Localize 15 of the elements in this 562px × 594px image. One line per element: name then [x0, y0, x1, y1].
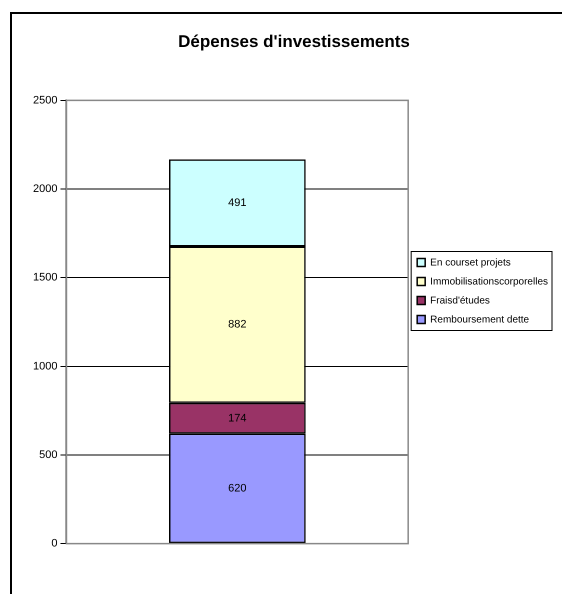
- y-tick-label: 2000: [32, 183, 58, 196]
- y-tick-label: 1500: [32, 272, 58, 284]
- data-label: 491: [228, 196, 247, 209]
- legend-label: Remboursement dette: [430, 314, 530, 326]
- legend-label: En courset projets: [430, 257, 511, 268]
- chart-title: Dépenses d'investissements: [178, 32, 410, 51]
- legend-label: Fraisd'études: [430, 295, 490, 306]
- legend-label: Immobilisationscorporelles: [430, 276, 548, 288]
- y-tick-label: 1000: [32, 360, 58, 372]
- y-tick-label: 500: [39, 448, 58, 461]
- data-label: 882: [228, 318, 247, 331]
- y-tick-label: 0: [51, 538, 58, 550]
- data-label: 174: [228, 412, 247, 424]
- data-label: 620: [228, 482, 247, 494]
- y-tick-label: 2500: [32, 94, 58, 106]
